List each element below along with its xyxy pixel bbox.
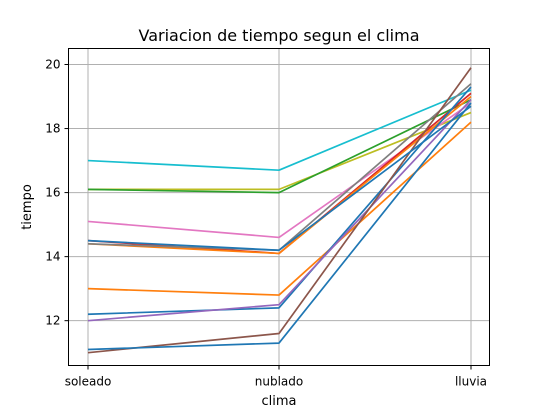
x-axis-label: clima: [261, 394, 296, 409]
x-tick-label: soleado: [65, 375, 112, 389]
x-tick-label: nublado: [255, 375, 303, 389]
y-tick-label: 16: [45, 186, 60, 200]
y-tick-label: 12: [45, 314, 60, 328]
y-tick-label: 14: [45, 250, 60, 264]
x-tick-label: lluvia: [455, 375, 487, 389]
y-axis-label: tiempo: [20, 184, 35, 230]
y-tick-label: 18: [45, 122, 60, 136]
grid-layer: [69, 49, 490, 366]
y-tick-label: 20: [45, 58, 60, 72]
chart-title: Variacion de tiempo segun el clima: [138, 26, 419, 45]
